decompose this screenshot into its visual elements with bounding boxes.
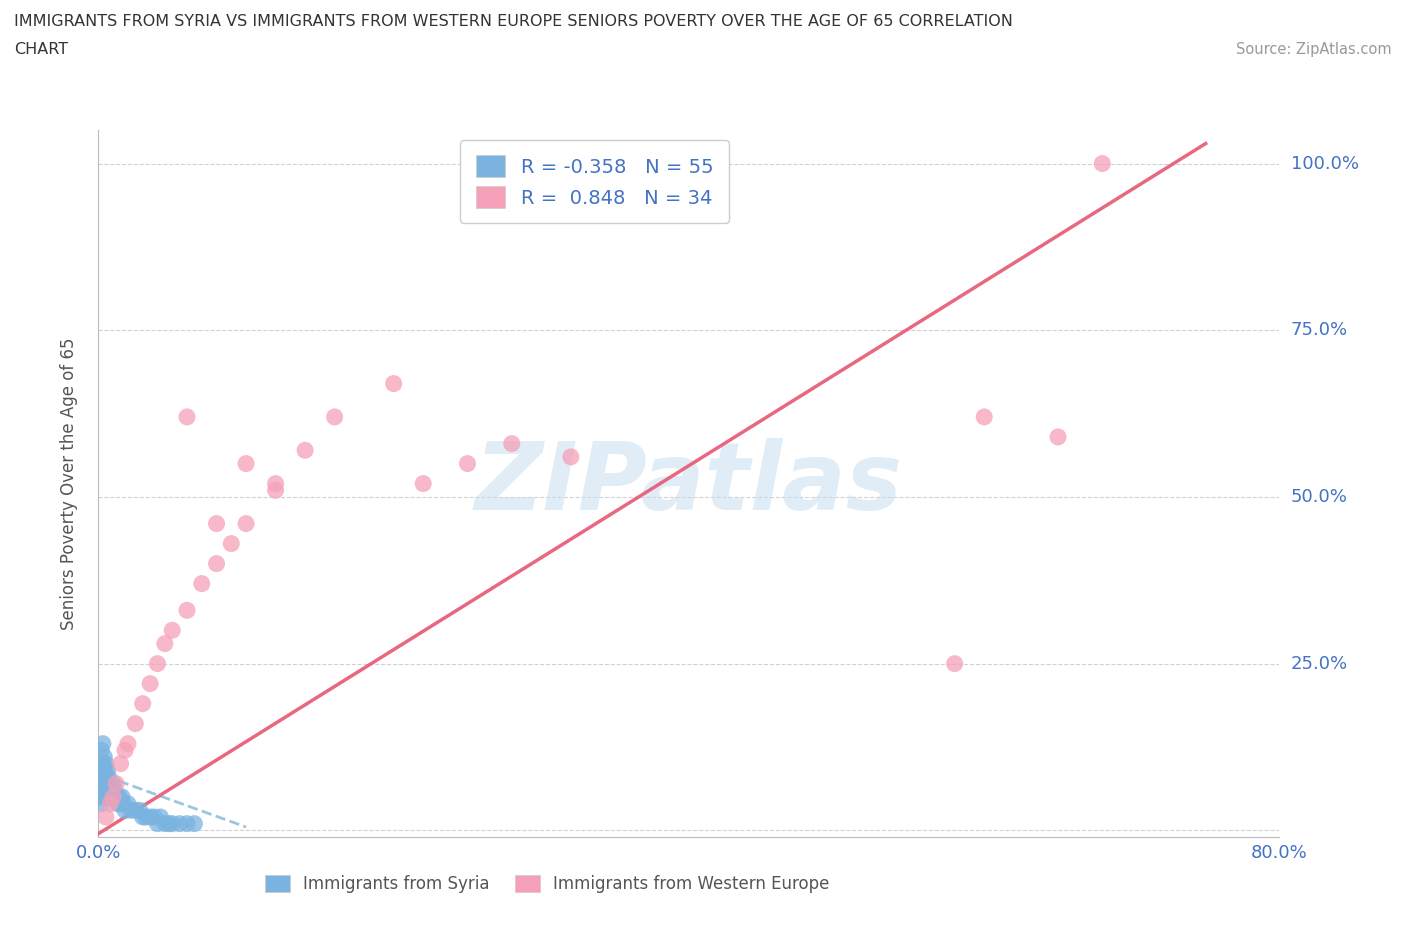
- Point: [96, 777, 118, 791]
- Point: [264, 476, 287, 491]
- Point: [90, 743, 112, 758]
- Point: [112, 796, 135, 811]
- Text: 50.0%: 50.0%: [1291, 488, 1347, 506]
- Point: [560, 449, 582, 464]
- Point: [96, 790, 118, 804]
- Point: [162, 623, 183, 638]
- Point: [94, 769, 117, 784]
- Point: [124, 803, 146, 817]
- Point: [103, 790, 125, 804]
- Text: 25.0%: 25.0%: [1291, 655, 1348, 672]
- Point: [94, 756, 117, 771]
- Point: [111, 790, 134, 804]
- Point: [90, 777, 112, 791]
- Text: 100.0%: 100.0%: [1291, 154, 1358, 173]
- Point: [93, 750, 115, 764]
- Point: [124, 716, 146, 731]
- Point: [110, 796, 132, 811]
- Point: [98, 790, 121, 804]
- Text: CHART: CHART: [14, 42, 67, 57]
- Point: [205, 516, 228, 531]
- Point: [104, 783, 127, 798]
- Point: [169, 817, 191, 831]
- Point: [323, 409, 346, 424]
- Point: [132, 697, 155, 711]
- Point: [94, 783, 117, 798]
- Point: [219, 537, 242, 551]
- Point: [183, 817, 205, 831]
- Text: 75.0%: 75.0%: [1291, 321, 1348, 339]
- Point: [91, 769, 114, 784]
- Point: [90, 763, 112, 777]
- Point: [456, 456, 478, 471]
- Point: [97, 769, 120, 784]
- Point: [91, 777, 114, 791]
- Point: [205, 556, 228, 571]
- Point: [90, 796, 112, 811]
- Point: [176, 409, 198, 424]
- Point: [294, 443, 316, 458]
- Point: [501, 436, 523, 451]
- Point: [143, 809, 166, 824]
- Point: [108, 790, 131, 804]
- Point: [103, 777, 125, 791]
- Point: [93, 777, 115, 791]
- Point: [382, 376, 405, 391]
- Point: [114, 743, 136, 758]
- Point: [153, 817, 176, 831]
- Point: [235, 516, 257, 531]
- Point: [93, 763, 115, 777]
- Point: [235, 456, 257, 471]
- Point: [105, 777, 128, 791]
- Point: [973, 409, 995, 424]
- Point: [153, 636, 176, 651]
- Point: [114, 803, 136, 817]
- Point: [146, 817, 169, 831]
- Point: [117, 737, 139, 751]
- Point: [149, 809, 172, 824]
- Point: [110, 756, 132, 771]
- Point: [91, 790, 114, 804]
- Point: [1091, 156, 1114, 171]
- Point: [139, 676, 162, 691]
- Point: [412, 476, 434, 491]
- Y-axis label: Seniors Poverty Over the Age of 65: Seniors Poverty Over the Age of 65: [59, 338, 77, 630]
- Legend: Immigrants from Syria, Immigrants from Western Europe: Immigrants from Syria, Immigrants from W…: [259, 868, 837, 899]
- Point: [103, 790, 125, 804]
- Point: [132, 809, 155, 824]
- Point: [146, 657, 169, 671]
- Point: [176, 817, 198, 831]
- Point: [94, 809, 117, 824]
- Point: [96, 763, 118, 777]
- Point: [176, 603, 198, 618]
- Point: [91, 737, 114, 751]
- Point: [90, 783, 112, 798]
- Text: IMMIGRANTS FROM SYRIA VS IMMIGRANTS FROM WESTERN EUROPE SENIORS POVERTY OVER THE: IMMIGRANTS FROM SYRIA VS IMMIGRANTS FROM…: [14, 14, 1012, 29]
- Point: [90, 756, 112, 771]
- Point: [162, 817, 183, 831]
- Point: [943, 657, 966, 671]
- Point: [191, 577, 214, 591]
- Point: [105, 790, 128, 804]
- Point: [97, 783, 120, 798]
- Point: [157, 817, 180, 831]
- Point: [264, 483, 287, 498]
- Point: [93, 790, 115, 804]
- Point: [91, 756, 114, 771]
- Point: [139, 809, 162, 824]
- Point: [98, 777, 121, 791]
- Point: [128, 803, 150, 817]
- Point: [1046, 430, 1069, 445]
- Point: [100, 783, 122, 798]
- Point: [89, 783, 111, 798]
- Text: ZIPatlas: ZIPatlas: [475, 438, 903, 529]
- Point: [135, 809, 157, 824]
- Point: [89, 790, 111, 804]
- Point: [107, 796, 129, 811]
- Text: Source: ZipAtlas.com: Source: ZipAtlas.com: [1236, 42, 1392, 57]
- Point: [89, 769, 111, 784]
- Point: [98, 796, 121, 811]
- Point: [117, 796, 139, 811]
- Point: [120, 803, 142, 817]
